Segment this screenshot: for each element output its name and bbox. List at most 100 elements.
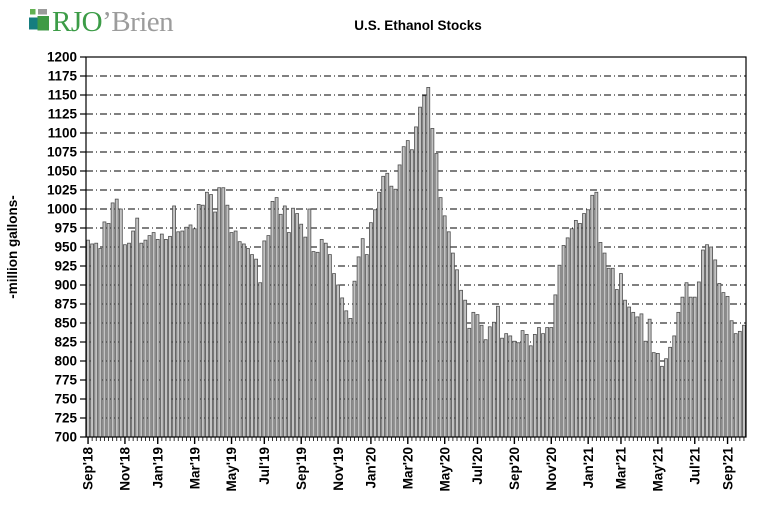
logo-text: RJO’Brien bbox=[52, 6, 174, 38]
bar-week-118 bbox=[569, 228, 574, 438]
bar-week-29 bbox=[205, 191, 209, 438]
bar-week-147 bbox=[688, 296, 693, 438]
bar-week-88 bbox=[446, 231, 451, 438]
bar-week-15 bbox=[147, 235, 152, 438]
y-axis: 700 725 750 775 800 825 850 875 900 925 950 975 1000… bbox=[47, 50, 86, 445]
x-tick-label-Mar'19: Mar'19 bbox=[187, 447, 202, 489]
bar-week-14 bbox=[143, 239, 148, 438]
bar-week-8 bbox=[118, 208, 123, 438]
bar-week-67 bbox=[360, 238, 365, 438]
bar-week-10 bbox=[127, 242, 131, 438]
bar-week-27 bbox=[196, 204, 201, 438]
bar-week-106 bbox=[520, 330, 525, 438]
x-tick-label-Jan'20: Jan'20 bbox=[364, 447, 379, 489]
bar-week-28 bbox=[200, 204, 205, 438]
x-tick-label-Sep'21: Sep'21 bbox=[720, 447, 735, 490]
x-tick-label-Nov'18: Nov'18 bbox=[118, 447, 133, 491]
bar-week-152 bbox=[709, 246, 714, 438]
bar-week-154 bbox=[717, 283, 722, 438]
bar-week-115 bbox=[557, 264, 562, 438]
y-tick-label-875: 875 bbox=[54, 297, 77, 312]
y-tick-label-725: 725 bbox=[54, 411, 77, 426]
bar-week-56 bbox=[315, 251, 320, 438]
bar-week-137 bbox=[647, 318, 652, 438]
y-tick-label-750: 750 bbox=[54, 392, 77, 407]
y-tick-label-975: 975 bbox=[54, 221, 77, 236]
bar-week-60 bbox=[332, 273, 336, 438]
bar-week-120 bbox=[578, 223, 582, 438]
y-tick-label-1200: 1200 bbox=[47, 50, 77, 65]
bar-week-140 bbox=[660, 365, 664, 438]
bar-week-125 bbox=[598, 242, 603, 438]
x-axis: Sep'18 Nov'18 Jan'19 Mar'19 May'19 Jul'19 Sep'… bbox=[81, 437, 735, 492]
bar-week-71 bbox=[377, 191, 381, 438]
bar-week-160 bbox=[742, 324, 746, 438]
bar-week-3 bbox=[98, 248, 103, 438]
bar-week-75 bbox=[393, 188, 398, 438]
bar-week-101 bbox=[500, 337, 504, 438]
x-tick-label-Sep'20: Sep'20 bbox=[507, 447, 522, 490]
logo-square-bottom-left bbox=[29, 17, 39, 30]
x-tick-label-Jul'21: Jul'21 bbox=[687, 447, 702, 485]
bar-week-126 bbox=[602, 252, 607, 438]
x-tick-label-Jan'21: Jan'21 bbox=[581, 447, 596, 489]
bar-week-95 bbox=[475, 314, 480, 438]
rjo-brien-logo: RJO’Brien bbox=[29, 6, 174, 43]
bar-week-112 bbox=[545, 327, 550, 438]
bar-week-86 bbox=[438, 197, 443, 438]
bar-week-62 bbox=[340, 297, 345, 438]
bar-week-104 bbox=[512, 340, 517, 438]
bar-week-127 bbox=[606, 267, 611, 438]
bar-week-11 bbox=[131, 230, 135, 438]
bar-week-43 bbox=[262, 240, 267, 438]
logo-square-bottom-right bbox=[37, 16, 49, 31]
logo-text-brien: ’Brien bbox=[102, 6, 174, 38]
bar-week-139 bbox=[655, 352, 660, 438]
bar-week-18 bbox=[159, 233, 164, 438]
bar-week-46 bbox=[274, 197, 279, 438]
bar-week-30 bbox=[209, 194, 213, 438]
bar-week-141 bbox=[664, 358, 668, 438]
bar-week-113 bbox=[549, 327, 554, 438]
bar-week-17 bbox=[155, 238, 160, 438]
bar-week-107 bbox=[524, 333, 529, 438]
bar-week-108 bbox=[528, 345, 533, 438]
bar-week-12 bbox=[135, 217, 140, 438]
y-tick-label-925: 925 bbox=[54, 259, 77, 274]
bar-week-5 bbox=[106, 223, 111, 438]
bar-week-38 bbox=[241, 243, 246, 438]
bar-week-25 bbox=[188, 224, 193, 438]
y-tick-label-775: 775 bbox=[54, 373, 77, 388]
bar-week-96 bbox=[479, 324, 484, 438]
bar-week-21 bbox=[172, 205, 176, 438]
bar-week-116 bbox=[561, 245, 566, 438]
bar-week-70 bbox=[373, 209, 377, 438]
bar-week-85 bbox=[434, 153, 439, 438]
bar-week-49 bbox=[287, 232, 291, 438]
bar-week-52 bbox=[299, 223, 304, 438]
bar-week-36 bbox=[233, 230, 238, 438]
x-tick-label-May'20: May'20 bbox=[437, 447, 452, 492]
bar-week-97 bbox=[483, 339, 488, 438]
y-tick-label-1025: 1025 bbox=[47, 183, 78, 198]
bar-week-47 bbox=[278, 213, 283, 438]
bar-week-98 bbox=[487, 326, 492, 438]
logo-text-rjo: RJO bbox=[52, 6, 103, 38]
y-tick-label-1175: 1175 bbox=[48, 69, 78, 84]
bar-week-44 bbox=[266, 235, 271, 438]
bar-week-132 bbox=[627, 306, 632, 438]
bar-week-84 bbox=[430, 128, 435, 438]
bars bbox=[86, 87, 746, 438]
bar-week-78 bbox=[405, 140, 410, 438]
bar-week-153 bbox=[713, 259, 718, 438]
bar-week-22 bbox=[176, 231, 181, 438]
y-tick-label-1100: 1100 bbox=[48, 126, 77, 141]
bar-week-20 bbox=[168, 235, 172, 438]
x-tick-label-Sep'18: Sep'18 bbox=[81, 447, 96, 490]
y-tick-label-1150: 1150 bbox=[48, 88, 77, 103]
x-tick-label-Sep'19: Sep'19 bbox=[294, 447, 309, 490]
bar-week-87 bbox=[442, 215, 447, 438]
y-axis-title: -million gallons- bbox=[5, 195, 20, 299]
bar-week-64 bbox=[348, 318, 353, 438]
y-tick-label-800: 800 bbox=[54, 354, 77, 369]
